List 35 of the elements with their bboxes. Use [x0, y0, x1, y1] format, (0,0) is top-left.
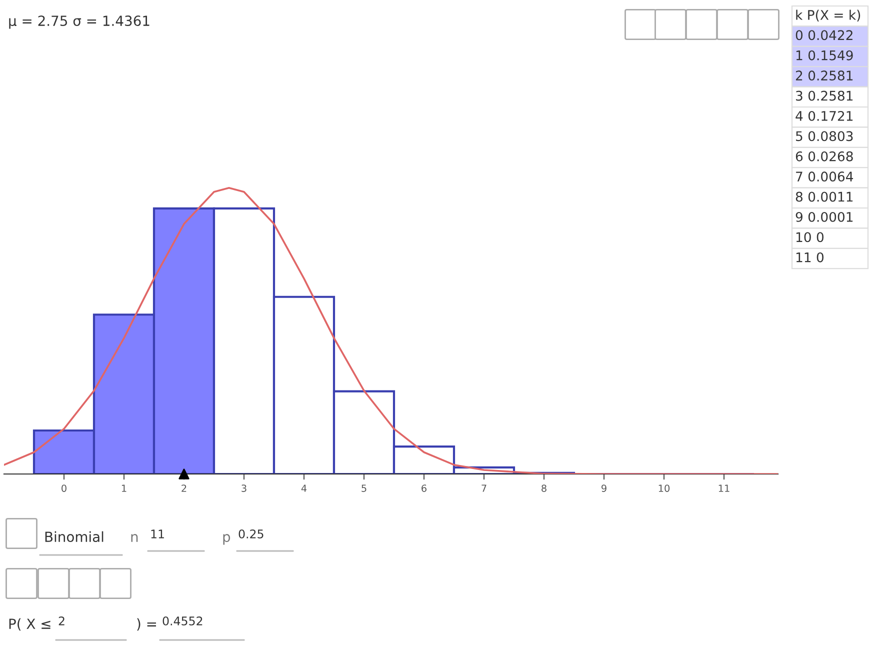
- x-tick-label: 3: [242, 484, 246, 492]
- text: 9 0.0001: [796, 212, 853, 222]
- x-tick-label: 8: [542, 484, 546, 492]
- x-tick-label: 7: [482, 484, 486, 492]
- x-tick-label: 5: [362, 484, 366, 492]
- x-tick-label: 9: [602, 484, 606, 492]
- x-tick-label: 1: [122, 484, 126, 492]
- text: 11 0: [796, 252, 824, 262]
- text: n: [131, 534, 138, 542]
- text: 2 0.2581: [796, 70, 853, 81]
- text: 0.25: [238, 529, 264, 538]
- text: 1 0.1549: [796, 50, 853, 60]
- text: P( X ≤: [9, 618, 50, 631]
- x-tick-label: 4: [301, 484, 307, 492]
- text: 0.4552: [162, 616, 202, 626]
- x-tick-label: 0: [62, 484, 66, 492]
- text: p: [223, 534, 230, 545]
- text: 3 0.2581: [796, 90, 853, 101]
- x-tick-label: 2: [182, 484, 186, 492]
- text: Binomial: [45, 531, 104, 542]
- x-tick-label: 10: [658, 484, 670, 492]
- text: 2: [58, 616, 64, 626]
- text: 6 0.0268: [796, 151, 853, 162]
- text: 0 0.0422: [796, 30, 852, 40]
- text: k P(X = k): [796, 10, 860, 22]
- text: 11: [151, 530, 164, 538]
- text: 5 0.0803: [796, 131, 853, 142]
- text: 10 0: [796, 232, 824, 242]
- text: 7 0.0064: [796, 172, 854, 182]
- text: 8 0.0011: [796, 192, 853, 202]
- text: 4 0.1721: [796, 110, 853, 121]
- text: μ = 2.75 σ = 1.4361: [9, 16, 150, 29]
- x-tick-label: 6: [422, 484, 426, 492]
- text: ) =: [137, 618, 156, 631]
- x-tick-label: 11: [718, 484, 730, 492]
